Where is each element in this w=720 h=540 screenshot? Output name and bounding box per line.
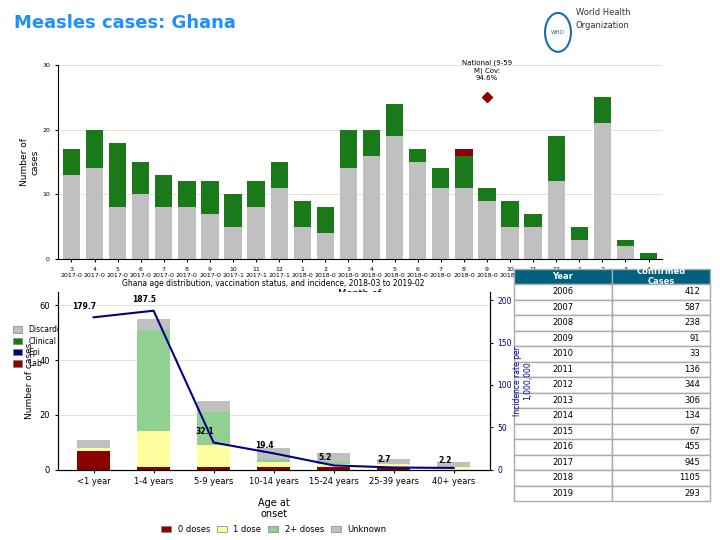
Bar	[340, 168, 357, 259]
Bar	[501, 227, 518, 259]
Bar	[86, 168, 103, 259]
Text: 19.4: 19.4	[256, 441, 274, 450]
Bar	[455, 156, 472, 188]
Text: National (9-59
M) Cov:
94.6%: National (9-59 M) Cov: 94.6%	[462, 60, 512, 81]
Title: Ghana age distribution, vaccination status, and incidence, 2018-03 to 2019-02: Ghana age distribution, vaccination stat…	[122, 279, 425, 288]
Bar	[248, 207, 265, 259]
Bar	[524, 227, 541, 259]
Bar	[257, 448, 290, 459]
Bar	[363, 156, 380, 259]
Bar	[437, 462, 470, 467]
Bar	[63, 175, 80, 259]
Bar	[294, 201, 311, 227]
Bar	[386, 136, 403, 259]
Bar	[594, 123, 611, 259]
Bar	[478, 188, 495, 201]
Bar	[63, 149, 80, 175]
Bar	[137, 319, 170, 330]
Bar	[547, 136, 565, 181]
Bar	[132, 162, 149, 194]
Text: 187.5: 187.5	[132, 295, 157, 304]
Bar	[109, 207, 126, 259]
Bar	[294, 227, 311, 259]
Bar	[617, 246, 634, 259]
Bar	[77, 440, 110, 448]
Bar	[478, 201, 495, 259]
Bar	[377, 467, 410, 470]
Text: World Health
Organization: World Health Organization	[576, 8, 631, 30]
Bar	[501, 201, 518, 227]
Bar	[571, 227, 588, 240]
Bar	[179, 207, 196, 259]
Bar	[109, 143, 126, 207]
Bar	[617, 240, 634, 246]
Bar	[524, 214, 541, 227]
Bar	[197, 412, 230, 445]
Y-axis label: Number of
cases: Number of cases	[20, 138, 40, 186]
Bar	[317, 233, 334, 259]
Bar	[594, 97, 611, 123]
Bar	[137, 330, 170, 431]
Bar	[137, 467, 170, 470]
Bar	[640, 253, 657, 259]
Bar	[571, 240, 588, 259]
Bar	[86, 130, 103, 168]
Text: 5.2: 5.2	[318, 453, 331, 462]
Bar	[155, 207, 173, 259]
Bar	[197, 445, 230, 467]
Bar	[455, 188, 472, 259]
Bar	[202, 181, 219, 214]
X-axis label: Age at
onset: Age at onset	[258, 497, 289, 519]
Bar	[132, 194, 149, 259]
Bar	[179, 181, 196, 207]
Bar	[363, 130, 380, 156]
Bar	[257, 467, 290, 470]
Bar	[432, 168, 449, 188]
Y-axis label: Number of cases: Number of cases	[24, 342, 34, 419]
Bar	[197, 401, 230, 412]
Text: 179.7: 179.7	[73, 302, 96, 311]
Bar	[257, 459, 290, 462]
Bar	[455, 149, 472, 156]
Bar	[257, 462, 290, 467]
Bar	[317, 454, 350, 462]
X-axis label: Month of
onset: Month of onset	[338, 289, 382, 310]
Bar	[377, 459, 410, 464]
Bar	[137, 431, 170, 467]
Bar	[547, 181, 565, 259]
Bar	[225, 194, 242, 227]
Text: WHO: WHO	[551, 30, 565, 35]
Bar	[317, 207, 334, 233]
Legend: National SIA, Sub-national SIA: National SIA, Sub-national SIA	[574, 289, 659, 318]
Bar	[271, 162, 288, 188]
Y-axis label: Incidence rate per
1,000,000: Incidence rate per 1,000,000	[513, 346, 533, 416]
Bar	[409, 162, 426, 259]
Text: Measles cases: Ghana: Measles cases: Ghana	[14, 14, 236, 31]
Text: 2.2: 2.2	[438, 456, 451, 465]
Bar	[197, 467, 230, 470]
Bar	[317, 464, 350, 467]
Bar	[437, 467, 470, 470]
Legend: 0 doses, 1 dose, 2+ doses, Unknown: 0 doses, 1 dose, 2+ doses, Unknown	[158, 521, 390, 537]
Bar	[271, 188, 288, 259]
Bar	[155, 175, 173, 207]
Bar	[77, 450, 110, 470]
Bar	[432, 188, 449, 259]
Text: 2.7: 2.7	[378, 455, 392, 464]
Bar	[225, 227, 242, 259]
Bar	[77, 448, 110, 450]
Bar	[248, 181, 265, 207]
Text: 32.1: 32.1	[195, 427, 214, 436]
Bar	[377, 464, 410, 467]
Bar	[409, 149, 426, 162]
Bar	[202, 214, 219, 259]
Bar	[317, 462, 350, 464]
Bar	[340, 130, 357, 168]
Bar	[386, 104, 403, 136]
Bar	[317, 467, 350, 470]
